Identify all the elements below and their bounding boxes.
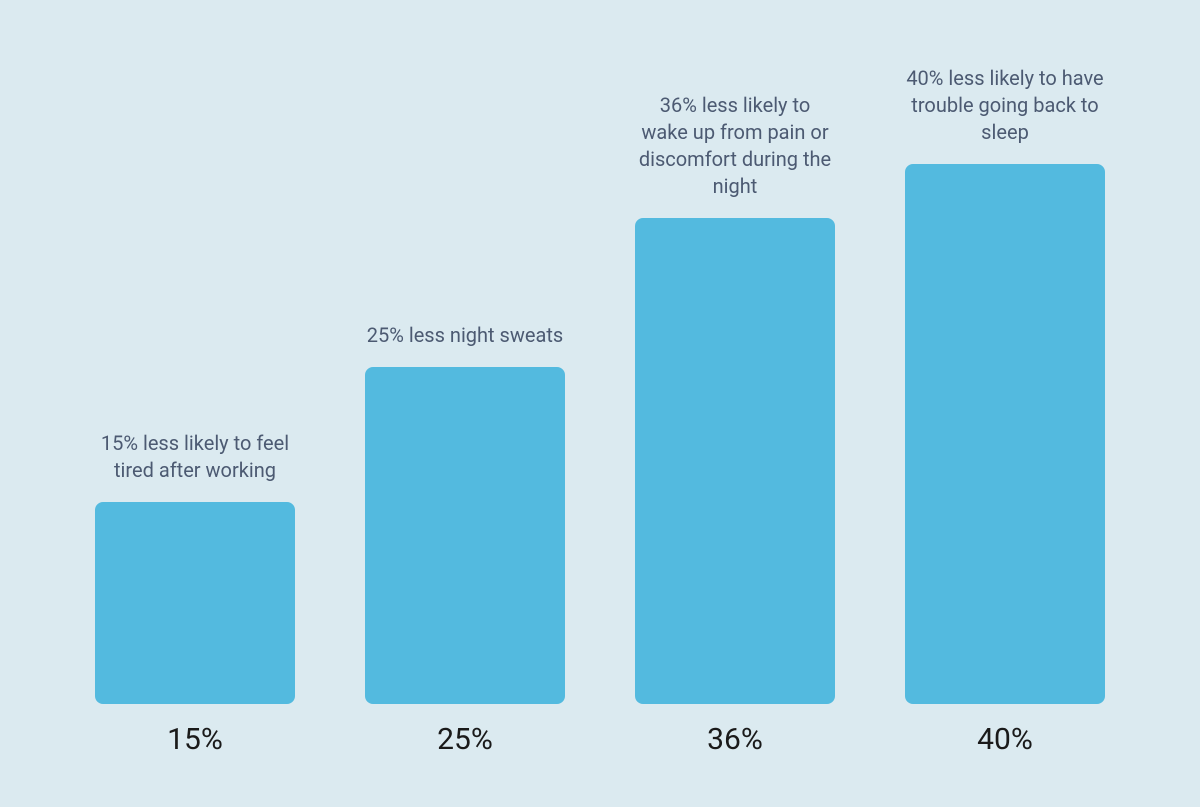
bar-top-label: 15% less likely to feel tired after work… — [95, 430, 295, 484]
bar-bottom-label: 40% — [977, 722, 1033, 757]
bar-top-label: 40% less likely to have trouble going ba… — [905, 65, 1105, 146]
bar-group-3: 40% less likely to have trouble going ba… — [905, 65, 1105, 757]
bar-rect — [365, 367, 565, 705]
bar-rect — [95, 502, 295, 705]
bar-group-1: 25% less night sweats 25% — [365, 322, 565, 758]
bar-bottom-label: 15% — [167, 722, 223, 757]
bar-chart: 15% less likely to feel tired after work… — [0, 0, 1200, 807]
bar-bottom-label: 36% — [707, 722, 763, 757]
bar-top-label: 25% less night sweats — [367, 322, 564, 349]
bar-group-0: 15% less likely to feel tired after work… — [95, 430, 295, 758]
bar-rect — [635, 218, 835, 704]
bar-top-label: 36% less likely to wake up from pain or … — [635, 92, 835, 200]
bar-rect — [905, 164, 1105, 704]
bar-group-2: 36% less likely to wake up from pain or … — [635, 92, 835, 757]
bar-bottom-label: 25% — [437, 722, 493, 757]
